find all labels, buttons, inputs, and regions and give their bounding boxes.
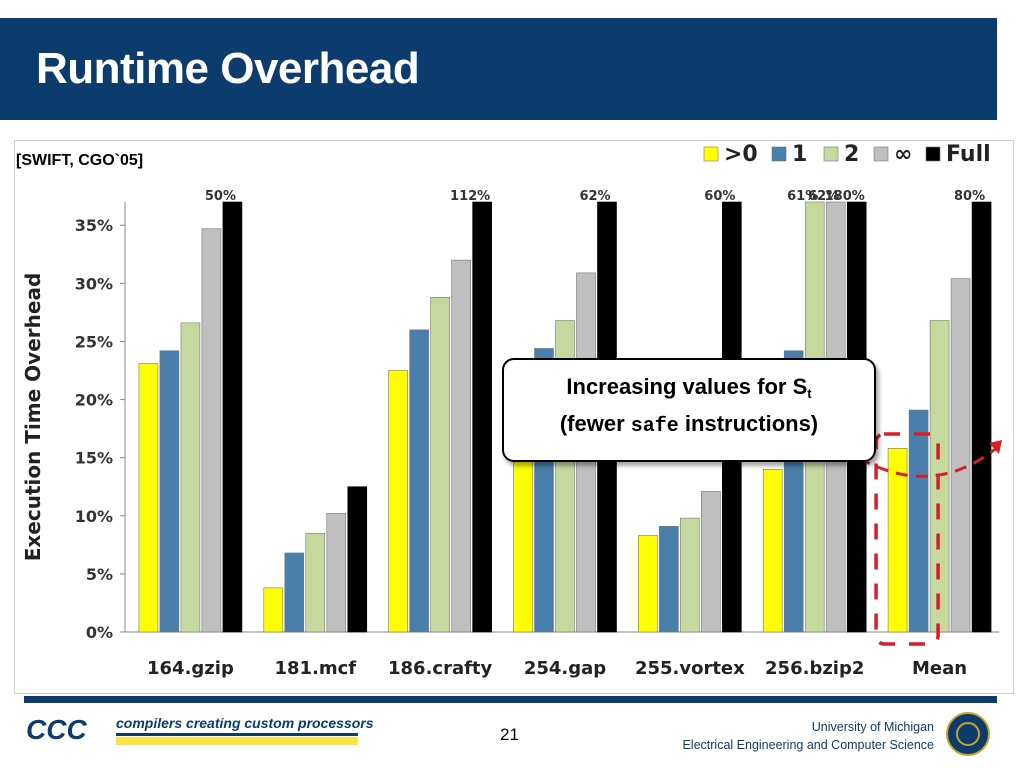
callout-subscript: t (807, 386, 812, 401)
overflow-label: 60% (704, 189, 735, 204)
y-tick-label: 35% (75, 216, 113, 235)
legend-swatch-3 (873, 146, 889, 162)
callout-line-1-text: Increasing values for S (566, 374, 808, 399)
page-number: 21 (500, 725, 519, 744)
bar-164-gzip-4 (222, 201, 243, 633)
bar-Mean-3 (950, 278, 971, 633)
bar-255-vortex-0 (638, 535, 658, 633)
bar-Mean-1 (908, 409, 929, 633)
x-tick-label: 254.gap (524, 658, 606, 679)
x-tick-label: 186.crafty (388, 658, 493, 679)
overflow-label: 180% (825, 189, 865, 204)
bar-186-crafty-4 (472, 201, 492, 633)
footer-tagline-highlight (116, 737, 358, 745)
x-tick-label: 255.vortex (635, 658, 745, 679)
legend-label-0: >0 (724, 142, 758, 167)
bar-164-gzip-2 (180, 322, 201, 633)
legend-swatch-4 (925, 146, 941, 162)
x-tick-label: 164.gzip (147, 658, 234, 679)
bar-186-crafty-0 (388, 370, 408, 633)
university-name: University of Michigan (811, 720, 934, 734)
citation: [SWIFT, CGO`05] (16, 152, 144, 169)
overflow-label: 112% (450, 189, 490, 204)
callout-box: Increasing values for St (fewer safe ins… (502, 358, 876, 462)
x-tick-label: 256.bzip2 (765, 658, 864, 679)
bar-Mean-0 (887, 448, 908, 633)
bar-256-bzip2-0 (762, 468, 783, 633)
overflow-label: 62% (808, 189, 839, 204)
department-name: Electrical Engineering and Computer Scie… (682, 738, 934, 752)
overflow-label: 62% (579, 189, 610, 204)
y-tick-label: 25% (75, 332, 113, 351)
callout-line-1: Increasing values for St (504, 374, 874, 401)
bar-186-crafty-3 (451, 259, 471, 633)
y-tick-label: 0% (86, 623, 113, 642)
bar-Mean-4 (971, 201, 992, 633)
overflow-label: 61% (787, 189, 818, 204)
bar-181-mcf-0 (263, 587, 284, 633)
bar-164-gzip-0 (138, 363, 159, 633)
x-tick-label: 181.mcf (274, 658, 356, 679)
footer-tagline: compilers creating custom processors (116, 715, 374, 731)
bar-186-crafty-1 (409, 329, 429, 633)
callout-line-2-open: (fewer (559, 411, 631, 436)
overflow-label: 80% (954, 189, 985, 204)
bar-255-vortex-2 (680, 517, 700, 633)
slide-title: Runtime Overhead (36, 44, 420, 93)
y-axis-label: Execution Time Overhead (21, 273, 45, 562)
university-seal-icon (946, 712, 990, 756)
bar-255-vortex-1 (659, 525, 679, 633)
highlight-box (874, 432, 940, 646)
title-bar (0, 18, 997, 120)
y-tick-label: 20% (75, 391, 113, 410)
bar-255-vortex-3 (701, 491, 721, 633)
y-tick-label: 15% (75, 449, 113, 468)
trend-arrow-head (989, 440, 1002, 454)
callout-line-2: (fewer safe instructions) (504, 411, 874, 438)
legend-swatch-2 (823, 146, 839, 162)
callout-line-2-close: instructions) (678, 411, 819, 436)
bar-254-gap-0 (513, 451, 533, 633)
bar-164-gzip-3 (201, 228, 222, 633)
footer-bar (24, 696, 997, 703)
legend-swatch-0 (703, 146, 719, 162)
x-tick-label: Mean (912, 658, 967, 679)
ccc-logo: CCC (26, 714, 87, 745)
bar-181-mcf-2 (305, 532, 326, 633)
y-tick-label: 30% (75, 274, 113, 293)
bar-181-mcf-4 (347, 486, 368, 633)
legend-label-3: ∞ (894, 142, 912, 167)
bar-181-mcf-3 (326, 513, 347, 633)
legend-label-2: 2 (844, 142, 859, 167)
legend-label-1: 1 (792, 142, 807, 167)
legend-swatch-1 (771, 146, 787, 162)
y-tick-label: 5% (86, 565, 113, 584)
bar-181-mcf-1 (284, 552, 305, 633)
footer-tagline-underline (116, 733, 358, 736)
callout-code-safe: safe (630, 415, 679, 438)
overflow-label: 50% (205, 189, 236, 204)
bar-164-gzip-1 (159, 350, 180, 633)
y-tick-label: 10% (75, 507, 113, 526)
university-text: University of Michigan Electrical Engine… (682, 718, 934, 754)
legend-label-4: Full (946, 142, 991, 167)
bar-186-crafty-2 (430, 296, 450, 633)
